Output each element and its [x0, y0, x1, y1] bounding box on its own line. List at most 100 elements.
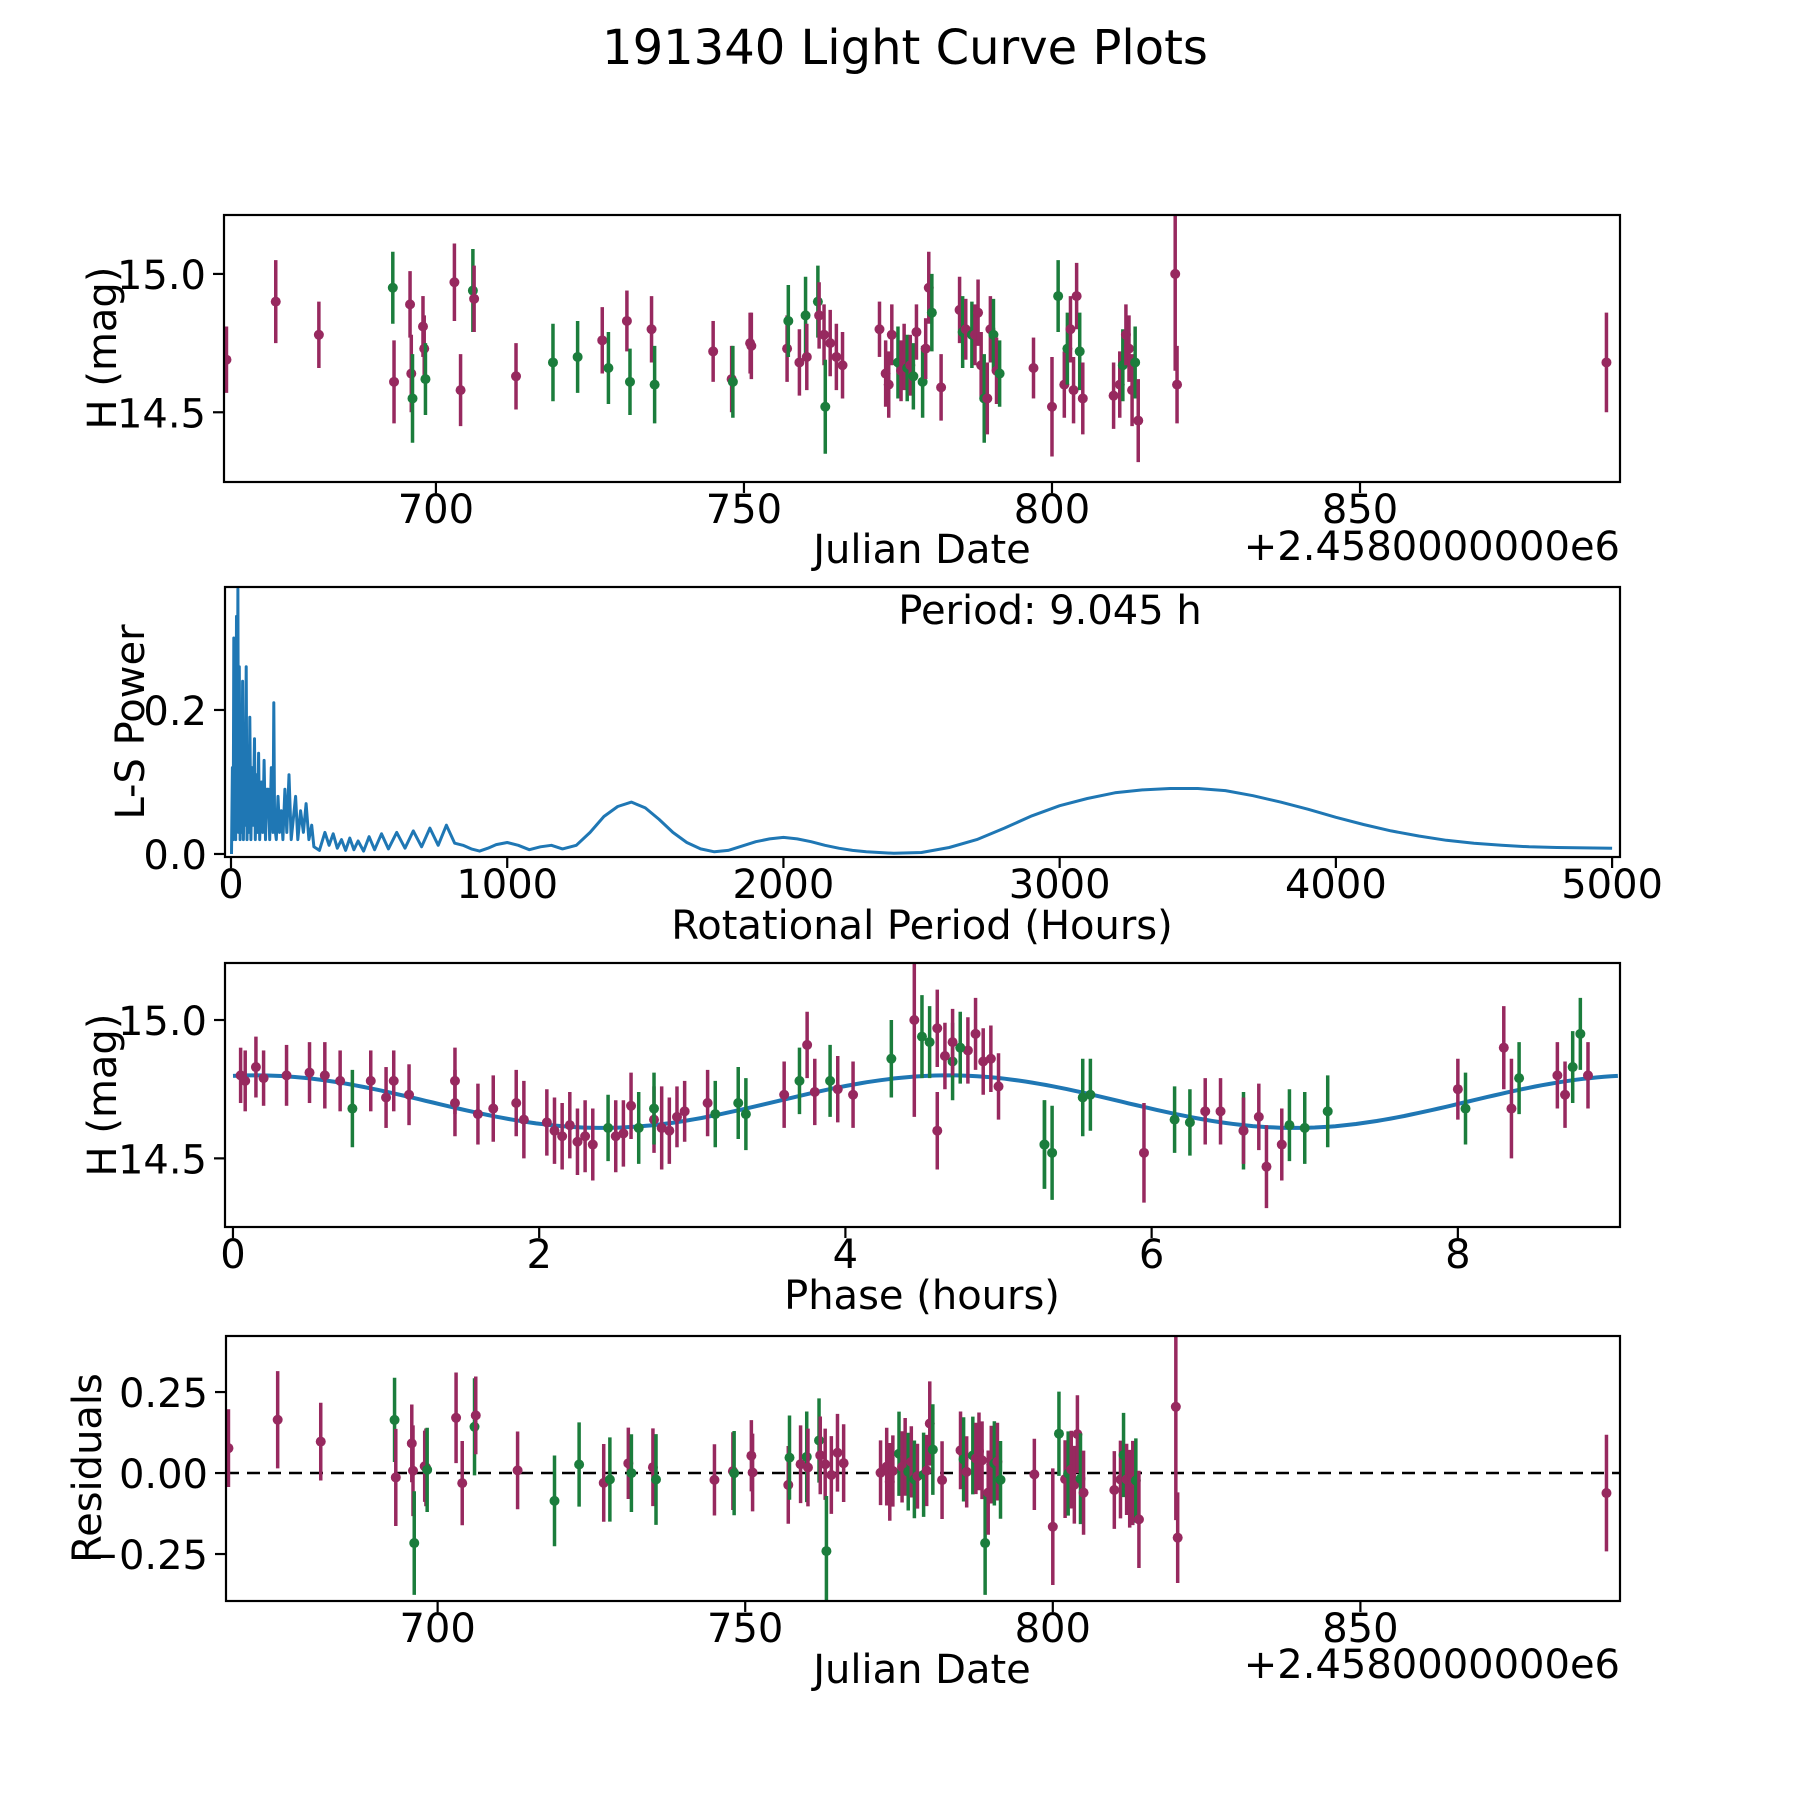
y-tick-label: −0.25	[85, 1533, 208, 1579]
data-point-g	[784, 1452, 795, 1463]
data-point-g	[908, 371, 919, 382]
data-point-r	[1452, 1084, 1463, 1095]
data-point-g	[783, 315, 794, 326]
axes-frame	[223, 961, 1622, 1229]
x-tick-label: 700	[399, 1606, 475, 1652]
data-point-r	[1601, 1488, 1612, 1499]
data-point-r	[1560, 1089, 1571, 1100]
data-point-g	[1514, 1073, 1525, 1084]
data-point-r	[224, 354, 232, 365]
data-point-r	[977, 1455, 988, 1466]
data-point-g	[740, 1109, 751, 1120]
data-point-r	[947, 1037, 958, 1048]
data-point-g	[649, 1103, 660, 1114]
x-tick-label: 8	[1445, 1232, 1470, 1278]
data-point-r	[814, 310, 825, 321]
data-point-r	[313, 329, 324, 340]
residuals-axis-offset: +2.4580000000e6	[1243, 1642, 1620, 1688]
data-point-r	[932, 1023, 943, 1034]
data-point-g	[1074, 346, 1085, 357]
data-point-g	[422, 1464, 433, 1475]
figure-title: 191340 Light Curve Plots	[602, 20, 1208, 76]
data-point-r	[226, 1443, 234, 1454]
data-point-r	[388, 1075, 399, 1086]
data-point-r	[825, 338, 836, 349]
x-tick-label: 0	[220, 1232, 245, 1278]
data-point-g	[926, 307, 937, 318]
data-point-r	[557, 1131, 568, 1142]
data-point-g	[800, 310, 811, 321]
data-point-r	[405, 299, 416, 310]
data-point-r	[932, 1125, 943, 1136]
data-point-r	[549, 1125, 560, 1136]
data-point-r	[985, 1053, 996, 1064]
data-point-r	[1078, 1487, 1089, 1498]
data-point-r	[1047, 1521, 1058, 1532]
data-point-r	[939, 1050, 950, 1061]
data-point-r	[610, 1131, 621, 1142]
data-point-r	[511, 1098, 522, 1109]
data-point-r	[469, 293, 480, 304]
data-point-r	[1498, 1042, 1509, 1053]
data-point-g	[825, 1075, 836, 1086]
data-point-r	[746, 340, 757, 351]
data-point-r	[488, 1103, 499, 1114]
data-point-r	[832, 1084, 843, 1095]
data-point-r	[832, 1447, 843, 1458]
data-point-g	[1284, 1120, 1295, 1131]
data-point-g	[604, 1474, 615, 1485]
data-point-r	[618, 1128, 629, 1139]
data-point-r	[1046, 401, 1057, 412]
data-point-r	[408, 1465, 419, 1476]
data-point-r	[837, 360, 848, 371]
data-point-g	[651, 1474, 662, 1485]
data-point-r	[304, 1067, 315, 1078]
data-point-g	[574, 1459, 585, 1470]
x-tick-label: 750	[707, 1606, 783, 1652]
data-point-g	[407, 393, 418, 404]
periodogram-plot: 0 1000 2000 3000 4000 5000 0.0 0.2	[143, 585, 1663, 908]
data-point-r	[455, 385, 466, 396]
data-point-r	[802, 1462, 813, 1473]
data-point-r	[1133, 1514, 1144, 1525]
data-point-r	[1029, 1469, 1040, 1480]
data-point-g	[821, 1546, 832, 1557]
periodogram-line	[230, 587, 1613, 855]
data-point-r	[887, 1465, 898, 1476]
data-point-r	[1108, 390, 1119, 401]
data-point-g	[1575, 1028, 1586, 1039]
data-point-r	[1276, 1139, 1287, 1150]
data-point-g	[624, 376, 635, 387]
data-point-r	[1238, 1125, 1249, 1136]
data-point-r	[801, 351, 812, 362]
data-point-g	[727, 376, 738, 387]
data-point-g	[633, 1122, 644, 1133]
y-tick-label: 15.0	[117, 253, 206, 299]
data-point-r	[1172, 379, 1183, 390]
data-point-r	[993, 1081, 1004, 1092]
period-annotation: Period: 9.045 h	[898, 588, 1202, 634]
data-point-r	[656, 1122, 667, 1133]
data-point-r	[886, 329, 897, 340]
data-point-g	[387, 282, 398, 293]
data-point-g	[924, 1037, 935, 1048]
data-point-r	[1123, 343, 1134, 354]
data-point-r	[1077, 393, 1088, 404]
data-point-r	[270, 296, 281, 307]
data-point-r	[319, 1070, 330, 1081]
data-point-g	[603, 363, 614, 374]
data-point-r	[838, 1458, 849, 1469]
data-point-r	[580, 1131, 591, 1142]
y-tick-label: 0.25	[119, 1371, 208, 1417]
data-point-r	[679, 1106, 690, 1117]
data-point-r	[457, 1478, 468, 1489]
data-point-r	[621, 315, 632, 326]
data-point-g	[1053, 1428, 1064, 1439]
phase-curve-ylabel: H (mag)	[80, 1013, 126, 1177]
data-point-r	[815, 1450, 826, 1461]
data-point-r	[404, 1089, 415, 1100]
data-point-g	[710, 1109, 721, 1120]
data-point-r	[258, 1073, 269, 1084]
data-point-r	[272, 1414, 283, 1425]
y-tick-label: 0.2	[143, 689, 207, 735]
